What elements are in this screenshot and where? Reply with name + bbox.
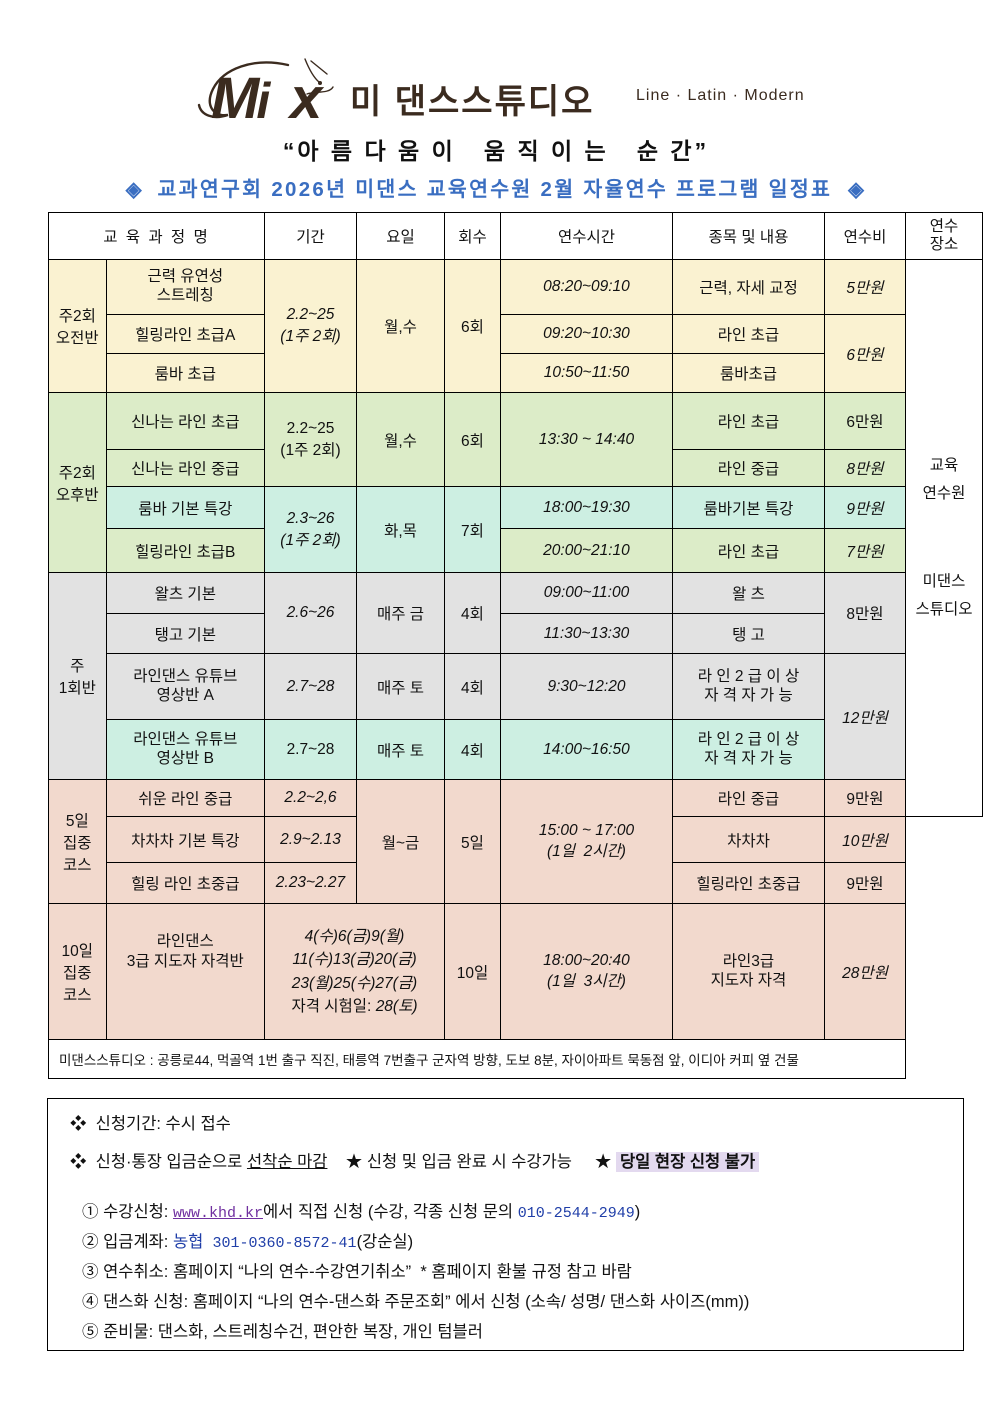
svg-text:Mi: Mi (211, 66, 271, 130)
svg-text:x: x (287, 66, 325, 130)
